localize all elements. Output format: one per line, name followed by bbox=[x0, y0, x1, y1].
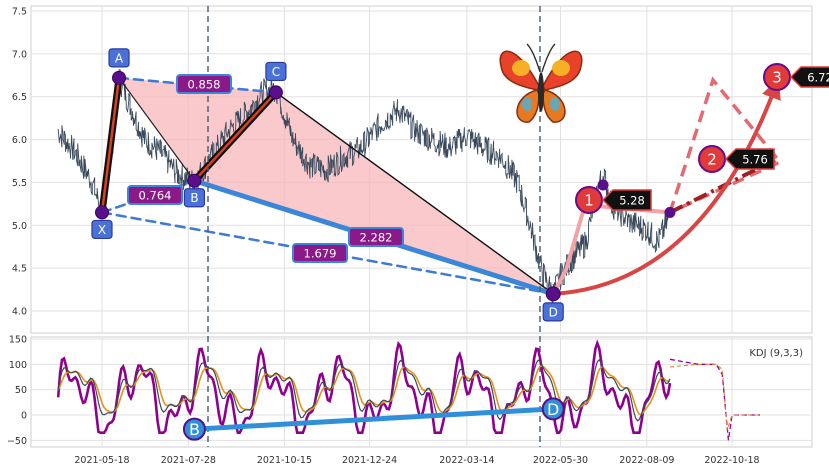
point-label-box bbox=[265, 61, 287, 82]
projection-dashdot bbox=[669, 158, 776, 215]
x-tick-label: 2022-08-09 bbox=[619, 455, 674, 466]
divergence-point-b bbox=[182, 417, 206, 441]
pattern-point-x bbox=[95, 205, 109, 220]
target-flag bbox=[789, 66, 829, 88]
x-tick-label: 2021-05-18 bbox=[74, 455, 129, 466]
price-y-tick-label: 5.0 bbox=[12, 221, 27, 232]
point-label-text: X bbox=[98, 223, 106, 237]
kdj-d-line bbox=[57, 365, 671, 416]
x-tick-label: 2021-12-24 bbox=[342, 455, 397, 466]
kdj-d-projection bbox=[669, 363, 760, 431]
kdj-divergence: BD bbox=[182, 397, 565, 441]
divergence-line bbox=[191, 406, 556, 432]
price-y-tick-label: 4.5 bbox=[12, 264, 27, 275]
x-axis-ticks: 2021-05-18 2021-07-28 2021-10-15 2021-12-24… bbox=[74, 455, 759, 466]
ratio-label-box bbox=[176, 74, 232, 94]
ratio-label-box bbox=[127, 185, 183, 205]
pattern-point-b bbox=[187, 173, 202, 188]
ratio-label-text: 1.679 bbox=[304, 247, 337, 261]
pattern-labels: X A B C D 0.858 0.764 1.679 2.282 1 5.28 2 5.76 3 6.72 bbox=[91, 48, 829, 322]
price-y-tick-label: 4.0 bbox=[12, 307, 27, 318]
price-y-ticks: 4.0 4.5 5.0 5.5 6.0 6.5 7.0 7.5 bbox=[12, 7, 27, 318]
leg-ab bbox=[118, 77, 196, 182]
kdj-panel bbox=[30, 336, 813, 448]
pattern-point-a bbox=[112, 70, 127, 85]
kdj-y-tick-label: −50 bbox=[7, 436, 27, 447]
target-number: 2 bbox=[707, 151, 717, 169]
price-y-tick-label: 6.5 bbox=[12, 92, 27, 103]
kdj-series bbox=[56, 339, 760, 441]
kdj-y-tick-label: 50 bbox=[15, 385, 27, 396]
harmonic-triangle-cbd bbox=[194, 92, 554, 294]
ratio-label-box bbox=[292, 243, 348, 263]
price-y-tick-label: 7.0 bbox=[12, 49, 27, 60]
divergence-point-d bbox=[541, 397, 565, 421]
pattern-point-c bbox=[268, 85, 283, 100]
point-label-text: B bbox=[190, 191, 198, 205]
harmonic-triangle-abc bbox=[119, 77, 276, 181]
leg-thick-core bbox=[100, 76, 121, 214]
point-label-text: A bbox=[115, 51, 124, 65]
price-y-tick-label: 7.5 bbox=[12, 7, 27, 18]
kdj-legend: KDJ (9,3,3) bbox=[749, 348, 803, 359]
target-value: 5.28 bbox=[619, 194, 645, 208]
target-number: 1 bbox=[584, 192, 594, 210]
point-label-text: D bbox=[549, 305, 558, 319]
divergence-label: D bbox=[547, 400, 559, 419]
point-label-box bbox=[91, 219, 113, 240]
x-tick-label: 2021-10-15 bbox=[257, 455, 312, 466]
x-tick-label: 2021-07-28 bbox=[161, 455, 216, 466]
point-label-box bbox=[183, 188, 206, 208]
price-y-tick-label: 6.0 bbox=[12, 135, 27, 146]
divergence-label: B bbox=[189, 420, 200, 439]
kdj-k-line bbox=[57, 358, 671, 422]
kdj-y-tick-label: 0 bbox=[21, 411, 27, 422]
leg-cd bbox=[275, 91, 554, 295]
marker-point bbox=[597, 179, 609, 191]
ratio-label-text: 2.282 bbox=[360, 231, 393, 245]
pattern-point-d bbox=[545, 286, 561, 302]
x-tick-label: 2022-03-14 bbox=[439, 455, 494, 466]
kdj-y-tick-label: 100 bbox=[9, 360, 27, 371]
butterfly-icon bbox=[499, 43, 583, 123]
x-tick-label: 2022-05-30 bbox=[533, 455, 588, 466]
target-flag bbox=[724, 148, 775, 170]
kdj-y-tick-label: 150 bbox=[9, 335, 27, 346]
kdj-y-ticks: −50 0 50 100 150 bbox=[7, 335, 27, 447]
target-value: 5.76 bbox=[742, 153, 768, 167]
target-flag bbox=[601, 189, 652, 211]
ratio-label-text: 0.858 bbox=[188, 78, 221, 92]
ratio-label-box bbox=[348, 227, 404, 247]
target-number: 3 bbox=[772, 69, 782, 87]
price-y-tick-label: 5.5 bbox=[12, 178, 27, 189]
point-label-box bbox=[108, 48, 130, 68]
price-panel bbox=[30, 5, 813, 334]
ratio-label-text: 0.764 bbox=[139, 189, 172, 203]
x-tick-label: 2022-10-18 bbox=[704, 455, 759, 466]
marker-point bbox=[664, 206, 676, 218]
target-value: 6.72 bbox=[807, 71, 829, 85]
point-label-text: C bbox=[272, 65, 280, 79]
target-arrow bbox=[553, 78, 781, 296]
harmonic-pattern bbox=[119, 77, 554, 294]
point-label-box bbox=[542, 302, 564, 322]
